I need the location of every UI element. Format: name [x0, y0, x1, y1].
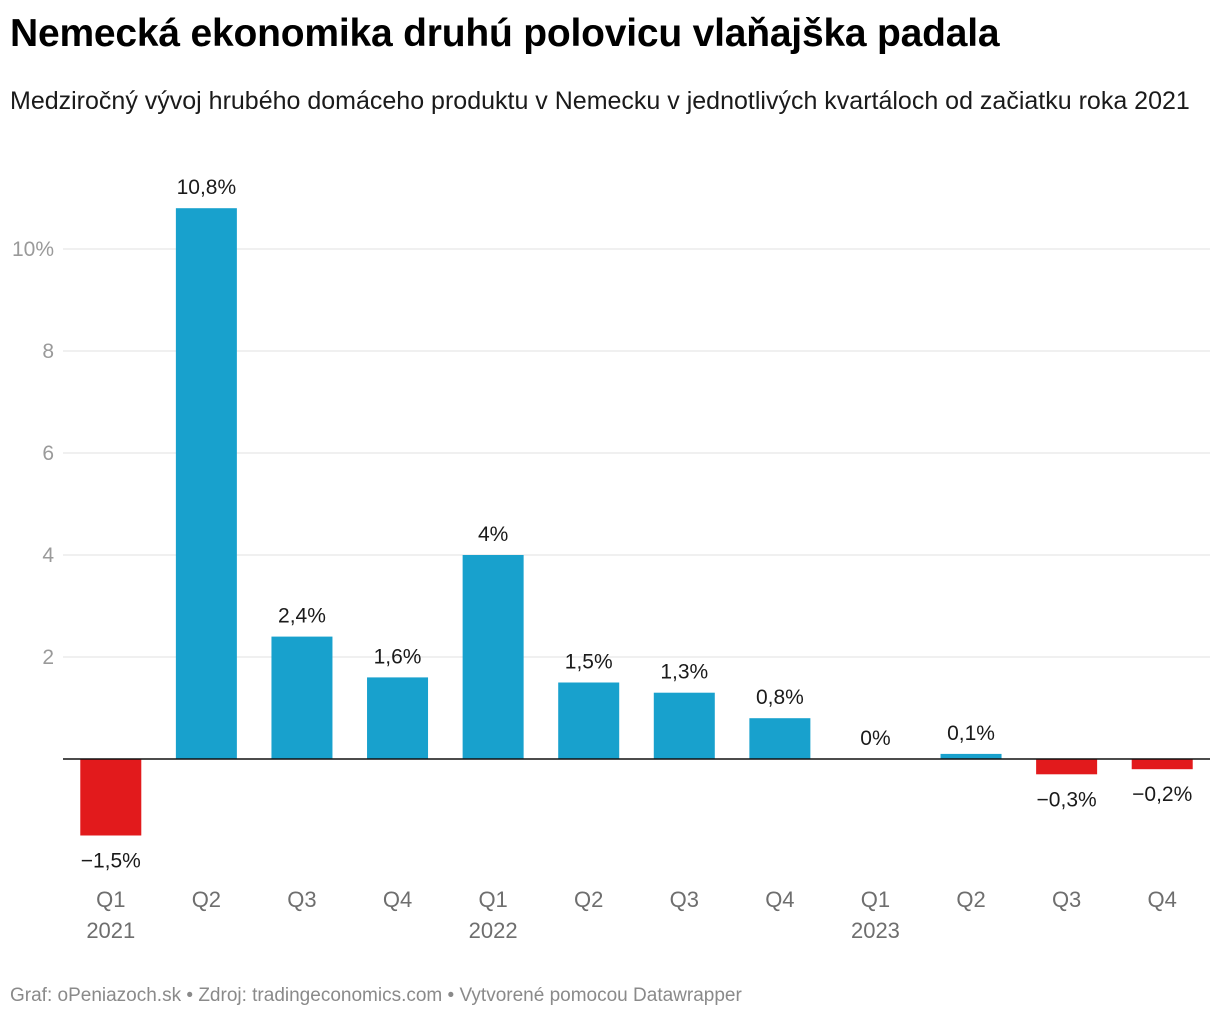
x-tick-label: Q2: [574, 887, 603, 912]
value-label: 4%: [478, 523, 508, 546]
x-tick-label: Q1: [478, 887, 507, 912]
x-tick-label: Q4: [383, 887, 412, 912]
footer-tool: Vytvorené pomocou Datawrapper: [459, 985, 742, 1006]
footer-source: Zdroj: tradingeconomics.com: [198, 985, 443, 1006]
y-tick-label: 6: [42, 442, 54, 465]
bar: [1036, 759, 1098, 775]
x-tick-label: Q3: [1052, 887, 1081, 912]
value-label: 0,1%: [947, 722, 995, 745]
value-label: 0%: [860, 727, 890, 750]
chart-footer: Graf: oPeniazoch.sk • Zdroj: tradingecon…: [10, 985, 742, 1007]
value-label: −0,2%: [1132, 783, 1192, 806]
x-tick-label: Q4: [1148, 887, 1177, 912]
footer-separator: •: [186, 985, 199, 1006]
bar: [175, 208, 237, 759]
x-year-label: 2022: [469, 918, 518, 943]
value-label: −0,3%: [1037, 788, 1097, 811]
bar: [558, 682, 620, 759]
bar: [940, 753, 1002, 759]
x-tick-label: Q2: [192, 887, 221, 912]
bar: [462, 555, 524, 759]
value-label: 1,3%: [660, 661, 708, 684]
x-tick-label: Q1: [96, 887, 125, 912]
x-tick-label: Q1: [861, 887, 890, 912]
y-tick-label: 10%: [12, 238, 54, 261]
bar: [1131, 759, 1193, 770]
value-label: 10,8%: [177, 176, 237, 199]
chart-subtitle: Medziročný vývoj hrubého domáceho produk…: [10, 87, 1190, 115]
bar: [271, 636, 333, 759]
bar-chart: 2 4 6 8 10% −1,5% Q1 2021 10,8% Q2 2,4% Q3 1,6% Q4 4% Q…: [12, 176, 1210, 943]
x-tick-label: Q3: [670, 887, 699, 912]
x-tick-label: Q3: [287, 887, 316, 912]
x-year-label: 2021: [86, 918, 135, 943]
value-label: 0,8%: [756, 686, 804, 709]
footer-separator: •: [447, 985, 460, 1006]
x-tick-label: Q4: [765, 887, 794, 912]
y-tick-label: 8: [42, 340, 54, 363]
bar: [653, 692, 715, 759]
footer-credit: Graf: oPeniazoch.sk: [10, 985, 182, 1006]
bar: [80, 759, 142, 836]
x-tick-label: Q2: [956, 887, 985, 912]
value-label: 1,6%: [374, 645, 422, 668]
bar: [367, 677, 429, 759]
y-tick-label: 4: [42, 544, 54, 567]
chart-title: Nemecká ekonomika druhú polovicu vlaňajš…: [10, 12, 1000, 55]
x-year-label: 2023: [851, 918, 900, 943]
value-label: −1,5%: [81, 850, 141, 873]
value-label: 2,4%: [278, 605, 326, 628]
value-label: 1,5%: [565, 651, 613, 674]
bar: [749, 718, 811, 759]
y-tick-label: 2: [42, 646, 54, 669]
